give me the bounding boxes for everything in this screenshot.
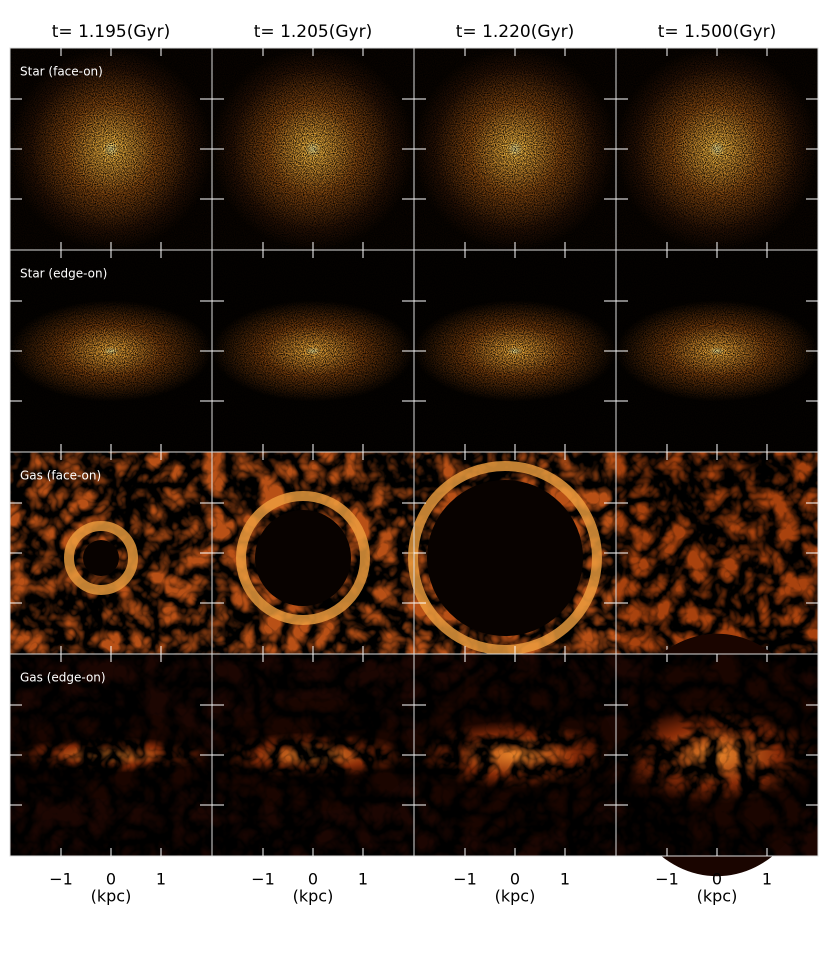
grain bbox=[616, 48, 818, 250]
panel bbox=[615, 633, 819, 877]
gas-ring bbox=[236, 491, 370, 625]
grain bbox=[10, 48, 212, 250]
x-tick-label: −1 bbox=[49, 870, 73, 889]
panel bbox=[211, 451, 415, 655]
x-tick-label: 1 bbox=[560, 870, 570, 889]
x-tick-label: 0 bbox=[308, 870, 318, 889]
column-title: t= 1.500(Gyr) bbox=[658, 22, 776, 42]
swirl bbox=[616, 654, 818, 856]
x-axis-label: (kpc) bbox=[697, 887, 738, 906]
swirl bbox=[10, 654, 212, 856]
panel bbox=[9, 653, 213, 857]
row-label: Star (face-on) bbox=[20, 65, 103, 79]
panel bbox=[9, 47, 213, 251]
x-tick-label: −1 bbox=[655, 870, 679, 889]
gas-hole bbox=[83, 540, 119, 576]
panel bbox=[615, 47, 819, 251]
panel bbox=[615, 249, 819, 453]
x-tick-label: −1 bbox=[251, 870, 275, 889]
swirl bbox=[616, 452, 818, 654]
x-axis-label: (kpc) bbox=[495, 887, 536, 906]
gas-ring bbox=[64, 521, 138, 595]
swirl bbox=[212, 654, 414, 856]
panel bbox=[9, 249, 213, 453]
grain bbox=[212, 250, 414, 452]
column-title: t= 1.205(Gyr) bbox=[254, 22, 372, 42]
panel bbox=[211, 47, 415, 251]
grain bbox=[414, 250, 616, 452]
panel bbox=[211, 249, 415, 453]
panel bbox=[211, 653, 415, 857]
row-label: Star (edge-on) bbox=[20, 267, 107, 281]
row-label: Gas (edge-on) bbox=[20, 671, 106, 685]
gas-hole bbox=[255, 510, 351, 606]
panel bbox=[413, 653, 617, 857]
gas-ring bbox=[408, 461, 602, 655]
panel bbox=[408, 451, 617, 655]
grain bbox=[616, 250, 818, 452]
x-tick-label: −1 bbox=[453, 870, 477, 889]
panel bbox=[413, 47, 617, 251]
row-label: Gas (face-on) bbox=[20, 469, 101, 483]
x-tick-label: 0 bbox=[510, 870, 520, 889]
x-tick-label: 1 bbox=[358, 870, 368, 889]
column-title: t= 1.195(Gyr) bbox=[52, 22, 170, 42]
column-title: t= 1.220(Gyr) bbox=[456, 22, 574, 42]
x-tick-label: 0 bbox=[712, 870, 722, 889]
grain bbox=[414, 48, 616, 250]
x-tick-label: 0 bbox=[106, 870, 116, 889]
gas-hole bbox=[427, 480, 583, 636]
panel bbox=[615, 451, 819, 655]
x-axis-label: (kpc) bbox=[293, 887, 334, 906]
x-tick-label: 1 bbox=[156, 870, 166, 889]
x-tick-label: 1 bbox=[762, 870, 772, 889]
panel bbox=[413, 249, 617, 453]
grain bbox=[10, 250, 212, 452]
x-axis-label: (kpc) bbox=[91, 887, 132, 906]
swirl bbox=[414, 654, 616, 856]
panel bbox=[9, 451, 213, 655]
grain bbox=[212, 48, 414, 250]
